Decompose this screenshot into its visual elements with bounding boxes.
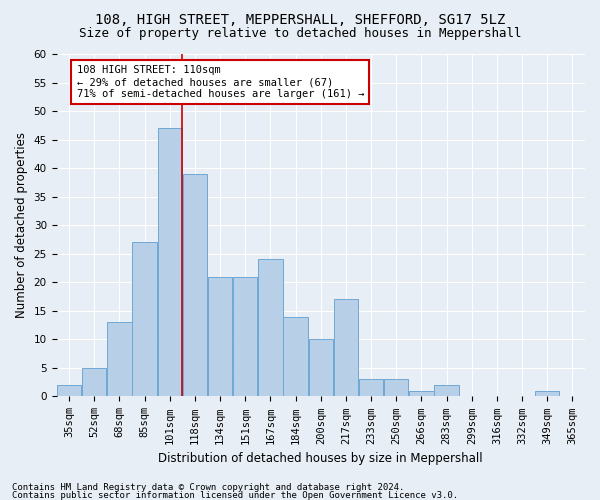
Text: 108, HIGH STREET, MEPPERSHALL, SHEFFORD, SG17 5LZ: 108, HIGH STREET, MEPPERSHALL, SHEFFORD,… [95,12,505,26]
Bar [409,390,434,396]
Bar [359,380,383,396]
Bar [535,390,559,396]
Bar [233,276,257,396]
Bar [107,322,131,396]
Bar [82,368,106,396]
Bar [258,260,283,396]
Bar [308,340,333,396]
Text: Size of property relative to detached houses in Meppershall: Size of property relative to detached ho… [79,28,521,40]
Bar [158,128,182,396]
Bar [434,385,459,396]
Bar [334,300,358,396]
Text: 108 HIGH STREET: 110sqm
← 29% of detached houses are smaller (67)
71% of semi-de: 108 HIGH STREET: 110sqm ← 29% of detache… [77,66,364,98]
Text: Contains public sector information licensed under the Open Government Licence v3: Contains public sector information licen… [12,491,458,500]
Text: Contains HM Land Registry data © Crown copyright and database right 2024.: Contains HM Land Registry data © Crown c… [12,484,404,492]
Bar [183,174,207,396]
Bar [208,276,232,396]
Bar [283,316,308,396]
Bar [384,380,409,396]
Bar [57,385,82,396]
X-axis label: Distribution of detached houses by size in Meppershall: Distribution of detached houses by size … [158,452,483,465]
Y-axis label: Number of detached properties: Number of detached properties [15,132,28,318]
Bar [133,242,157,396]
